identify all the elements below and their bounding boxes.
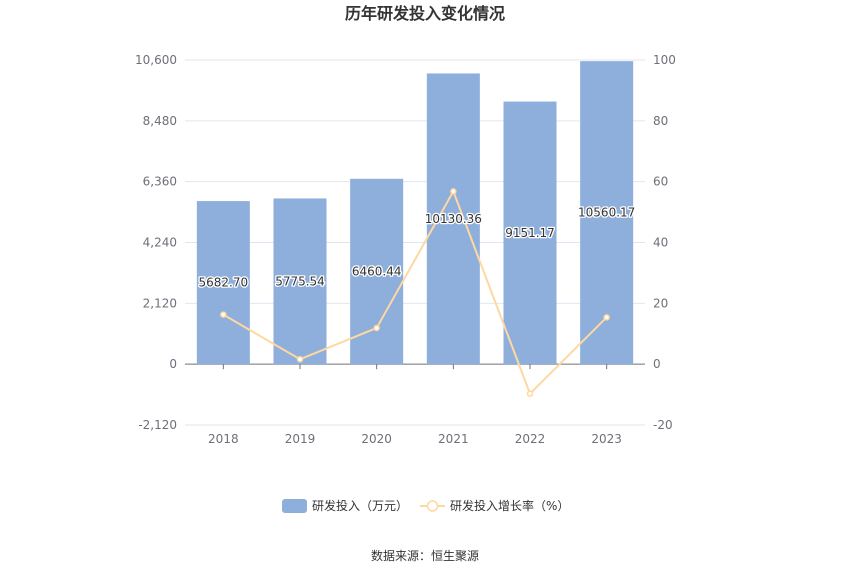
y-right-tick-label: 40: [653, 236, 668, 250]
bar-value-label: 5775.54: [275, 274, 325, 288]
x-tick-label: 2019: [285, 432, 316, 446]
y-left-tick-label: 10,600: [135, 53, 177, 67]
bar: [580, 61, 634, 365]
axes: -2,120 0 2,120 4,240 6,360 8,480 10,600 -20 0 20 4…: [135, 53, 676, 446]
line-point: [603, 314, 610, 321]
y-left-tick-label: 8,480: [143, 114, 177, 128]
bar-value-label: 10130.36: [425, 212, 482, 226]
legend-line-label: 研发投入增长率（%）: [450, 498, 569, 513]
bar-data-labels: 5682.70 5775.54 6460.44 10130.36 9151.17 1056…: [197, 204, 636, 291]
y-right-tick-label: 80: [653, 114, 668, 128]
bar-value-label: 9151.17: [505, 226, 555, 240]
y-left-tick-label: 4,240: [143, 236, 177, 250]
y-right-tick-label: 0: [653, 357, 661, 371]
bar: [350, 178, 404, 365]
y-right-tick-label: -20: [653, 418, 673, 432]
bar-value-label: 6460.44: [352, 264, 402, 278]
bar-value-label: 10560.17: [578, 206, 635, 220]
bar: [426, 73, 480, 365]
legend: 研发投入（万元） 研发投入增长率（%）: [282, 498, 569, 513]
y-left-tick-label: 2,120: [143, 296, 177, 310]
chart-title: 历年研发投入变化情况: [345, 4, 505, 23]
line-point: [220, 311, 227, 318]
x-tick-label: 2020: [361, 432, 392, 446]
y-right-tick-label: 60: [653, 175, 668, 189]
y-right-tick-label: 20: [653, 296, 668, 310]
grid-lines: [185, 59, 645, 426]
line-series: [220, 188, 610, 397]
line-point: [526, 390, 534, 397]
bar-value-label: 5682.70: [199, 276, 249, 290]
legend-line-marker: [426, 500, 439, 512]
source-note: 数据来源：恒生聚源: [371, 548, 479, 563]
legend-bar-label: 研发投入（万元）: [312, 498, 408, 513]
bar: [503, 101, 557, 365]
bar: [273, 198, 327, 365]
x-tick-label: 2018: [208, 432, 239, 446]
x-tick-label: 2022: [515, 432, 546, 446]
y-left-tick-label: 6,360: [143, 175, 177, 189]
line-point: [296, 356, 304, 363]
growth-line: [222, 190, 608, 395]
bar-series: [196, 61, 634, 365]
x-tick-label: 2023: [591, 432, 622, 446]
line-point: [373, 324, 380, 332]
y-left-tick-label: -2,120: [138, 418, 177, 432]
y-left-tick-label: 0: [169, 357, 177, 371]
line-point: [450, 188, 457, 195]
legend-bar-swatch: [282, 499, 307, 513]
bar: [196, 201, 250, 365]
x-tick-label: 2021: [438, 432, 469, 446]
y-right-tick-label: 100: [653, 53, 676, 67]
